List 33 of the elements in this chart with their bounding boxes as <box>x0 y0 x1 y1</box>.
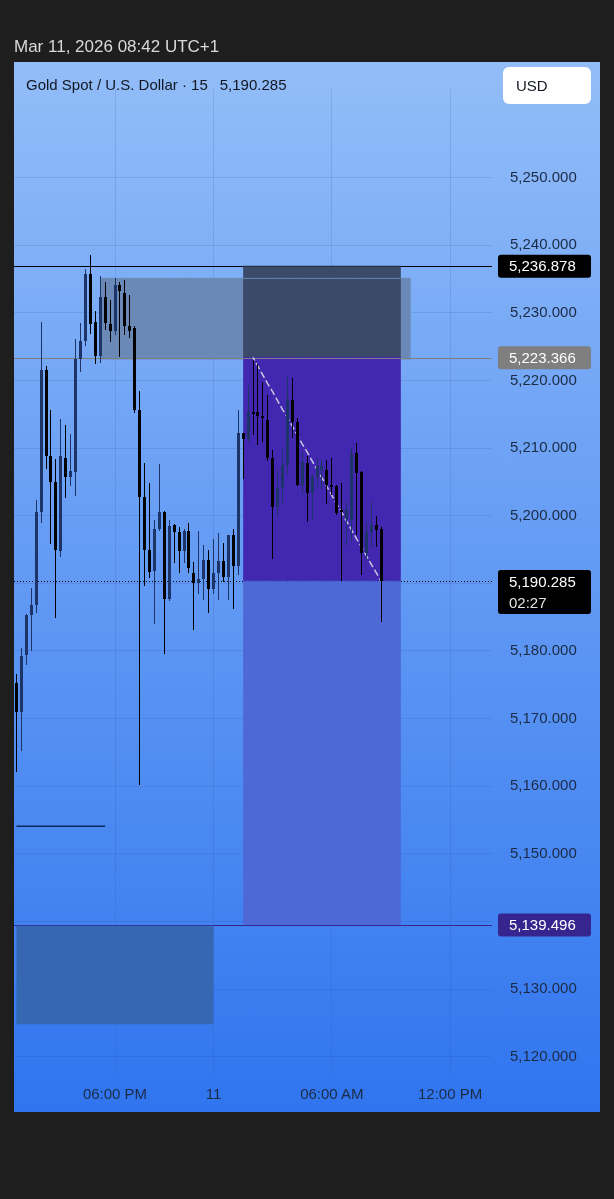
x-tick-label: 12:00 PM <box>418 1085 483 1103</box>
x-tick-label: 06:00 AM <box>300 1085 364 1103</box>
y-tick-label: 5,150.000 <box>510 844 577 861</box>
y-tick-label: 5,200.000 <box>510 505 577 523</box>
chart-subtitle: 5,190.285 <box>219 76 287 93</box>
y-tick-label: 5,220.000 <box>510 370 577 388</box>
y-tick-label: 5,170.000 <box>510 708 577 726</box>
y-tick-label: 5,120.000 <box>510 1046 577 1064</box>
ref-line-label: 5,139.496 <box>509 916 576 934</box>
candlestick <box>197 531 200 594</box>
ref-line-label: 5,190.285 <box>509 572 576 590</box>
y-tick-label: 5,210.000 <box>510 438 577 456</box>
ref-line-label: 5,223.366 <box>509 348 576 366</box>
x-tick-label: 11 <box>205 1085 222 1103</box>
candlestick <box>330 458 333 495</box>
line-series <box>252 356 382 583</box>
text: Mar 11, 2026 08:42 UTC+1 <box>14 36 220 57</box>
x-tick-label: 06:00 PM <box>82 1085 148 1103</box>
y-tick-label: 5,160.000 <box>510 776 577 794</box>
y-tick-label: 5,180.000 <box>510 641 577 659</box>
text: 02:27 <box>509 593 547 611</box>
ref-line-label: 5,236.878 <box>509 257 576 275</box>
y-tick-label: 5,240.000 <box>510 235 577 253</box>
candlestick <box>261 382 264 442</box>
chart-title: Gold Spot / U.S. Dollar · 15 <box>26 76 208 93</box>
candlestick <box>340 483 343 581</box>
y-axis-title: USD <box>503 67 591 104</box>
candlestick <box>118 282 121 357</box>
candlestick <box>252 360 255 435</box>
y-tick-label: 5,130.000 <box>510 979 577 997</box>
candlestick <box>256 364 259 445</box>
y-tick-label: 5,250.000 <box>510 167 577 185</box>
y-tick-label: 5,230.000 <box>510 302 577 320</box>
